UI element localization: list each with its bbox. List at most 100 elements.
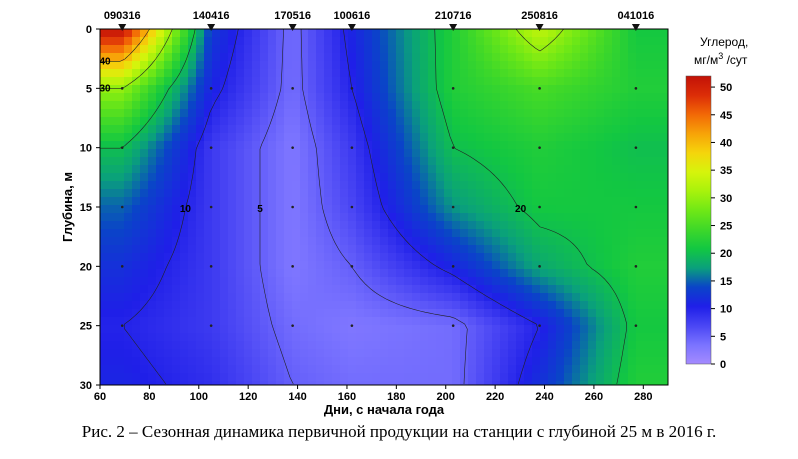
heat-cell (188, 45, 197, 54)
heat-cell (396, 269, 405, 278)
heat-cell (372, 285, 381, 294)
heat-cell (420, 317, 429, 326)
heat-cell (116, 373, 125, 382)
heat-cell (484, 205, 493, 214)
heat-cell (332, 317, 341, 326)
heat-cell (452, 237, 461, 246)
heat-cell (596, 245, 605, 254)
heat-cell (436, 341, 445, 350)
heat-cell (212, 253, 221, 262)
heat-cell (540, 141, 549, 150)
heat-cell (292, 269, 301, 278)
heat-cell (156, 237, 165, 246)
sample-point (538, 265, 541, 268)
heat-cell (660, 189, 668, 198)
heat-cell (620, 309, 629, 318)
heat-cell (556, 253, 565, 262)
heat-cell (516, 189, 525, 198)
heat-cell (284, 293, 293, 302)
heat-cell (268, 285, 277, 294)
heat-cell (332, 109, 341, 118)
contour-line-10 (124, 29, 539, 385)
heat-cell (548, 149, 557, 158)
heat-cell (548, 109, 557, 118)
heat-cell (172, 133, 181, 142)
heat-cell (444, 165, 453, 174)
heat-cell (164, 141, 173, 150)
heat-cell (308, 269, 317, 278)
heat-cell (340, 341, 349, 350)
heat-cell (316, 125, 325, 134)
heat-cell (484, 157, 493, 166)
heat-cell (332, 293, 341, 302)
heat-cell (340, 205, 349, 214)
heat-cell (116, 61, 125, 70)
heat-cell (636, 285, 645, 294)
heat-cell (524, 173, 533, 182)
heat-cell (428, 373, 437, 382)
heat-cell (196, 109, 205, 118)
heat-cell (364, 85, 373, 94)
heat-cell (540, 325, 549, 334)
heat-cell (284, 37, 293, 46)
heat-cell (124, 141, 133, 150)
heat-cell (308, 245, 317, 254)
heat-cell (236, 381, 245, 385)
heat-cell (364, 45, 373, 54)
heat-cell (388, 325, 397, 334)
heat-cell (644, 269, 653, 278)
heat-cell (196, 149, 205, 158)
heat-cell (620, 53, 629, 62)
x-axis: 60 80 100 120 140 160 180 200 220 240 260 280 (94, 385, 652, 403)
heat-cell (156, 205, 165, 214)
heat-cell (412, 253, 421, 262)
heat-cell (476, 109, 485, 118)
heat-cell (212, 325, 221, 334)
heat-cell (156, 109, 165, 118)
heat-cell (500, 101, 509, 110)
heat-cell (196, 373, 205, 382)
heat-cell (108, 373, 117, 382)
heat-cell (436, 293, 445, 302)
heat-cell (524, 229, 533, 238)
heat-cell (452, 333, 461, 342)
heat-cell (500, 157, 509, 166)
heat-cell (452, 69, 461, 78)
heat-cell (236, 173, 245, 182)
heat-cell (356, 133, 365, 142)
heat-cell (308, 141, 317, 150)
heat-cell (148, 357, 157, 366)
heat-cell (388, 309, 397, 318)
heat-cell (284, 285, 293, 294)
heat-cell (332, 229, 341, 238)
heat-cell (588, 173, 597, 182)
heat-cell (500, 165, 509, 174)
heat-cell (508, 333, 517, 342)
heat-cell (276, 93, 285, 102)
heat-cell (308, 85, 317, 94)
heat-cell (548, 349, 557, 358)
heat-cell (428, 85, 437, 94)
heat-cell (268, 197, 277, 206)
heat-cell (140, 261, 149, 270)
heat-cell (348, 125, 357, 134)
heat-cell (444, 285, 453, 294)
heat-cell (444, 253, 453, 262)
heat-cell (308, 37, 317, 46)
station-label: 041016 (618, 10, 655, 22)
heat-cell (100, 133, 109, 142)
heat-cell (268, 117, 277, 126)
heat-cell (636, 381, 645, 385)
heat-cell (236, 317, 245, 326)
heat-cell (260, 133, 269, 142)
heat-cell (556, 125, 565, 134)
heat-cell (124, 133, 133, 142)
heat-cell (580, 237, 589, 246)
heat-cell (108, 349, 117, 358)
heat-cell (580, 349, 589, 358)
heat-cell (644, 301, 653, 310)
heat-cell (428, 37, 437, 46)
heat-cell (444, 229, 453, 238)
heat-cell (588, 253, 597, 262)
heat-cell (444, 101, 453, 110)
